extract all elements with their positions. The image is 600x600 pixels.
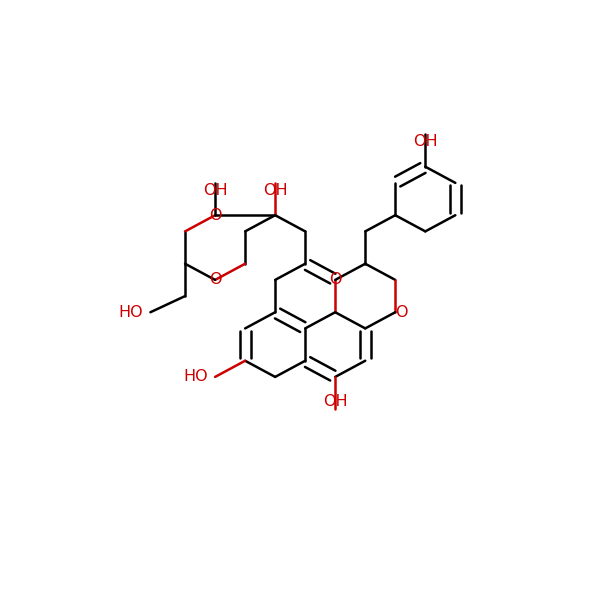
Text: O: O: [329, 272, 341, 287]
Text: HO: HO: [184, 370, 208, 385]
Text: O: O: [209, 272, 221, 287]
Text: OH: OH: [323, 394, 347, 409]
Text: OH: OH: [203, 183, 227, 198]
Text: HO: HO: [119, 305, 143, 320]
Text: OH: OH: [263, 183, 287, 198]
Text: O: O: [395, 305, 408, 320]
Text: O: O: [209, 208, 221, 223]
Text: OH: OH: [413, 134, 437, 149]
